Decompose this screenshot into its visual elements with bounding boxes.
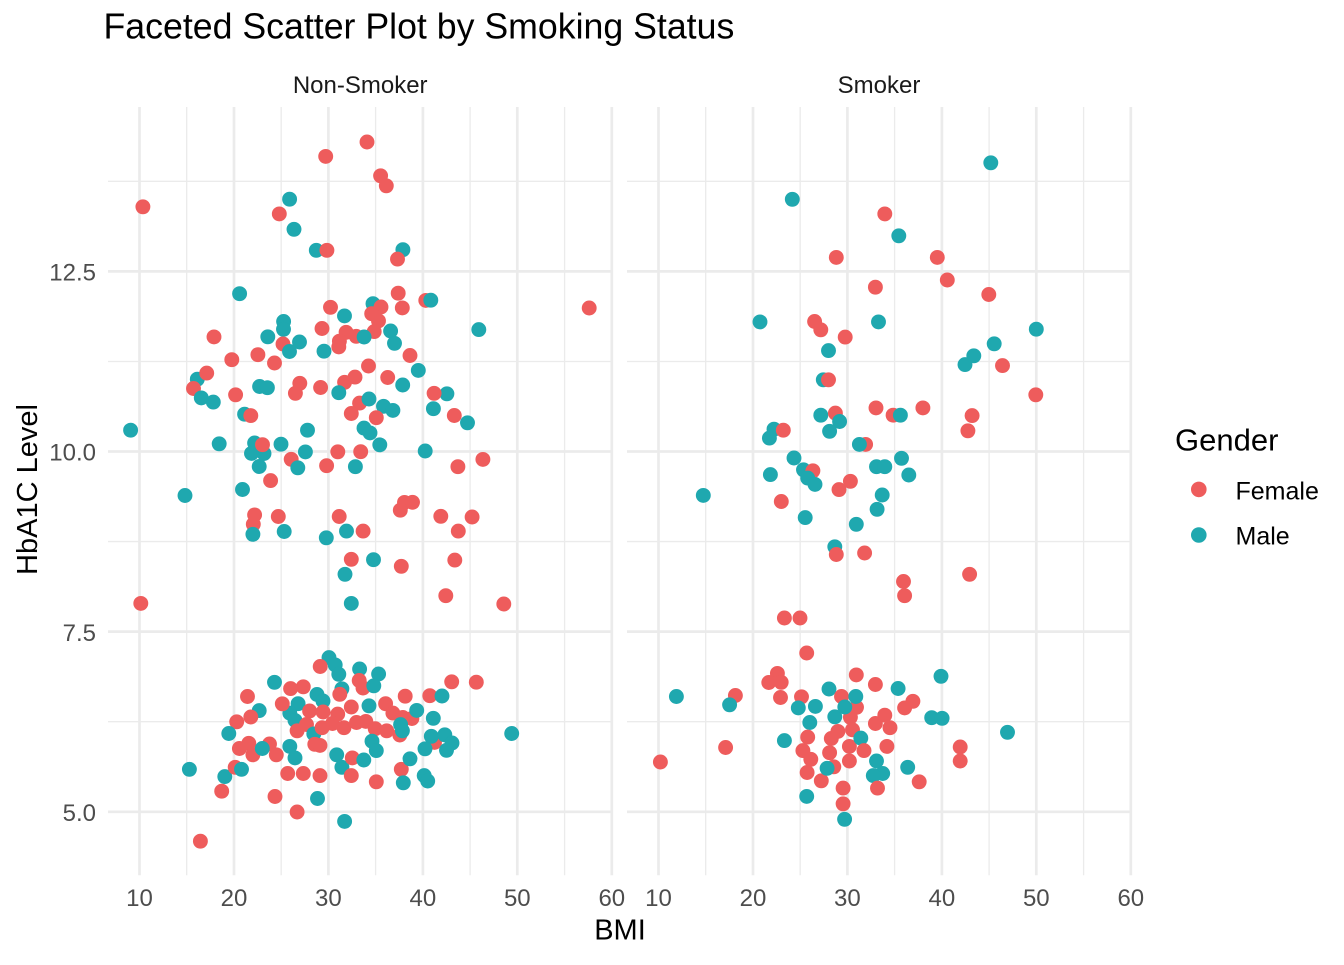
svg-text:10.0: 10.0 bbox=[49, 440, 96, 467]
svg-text:20: 20 bbox=[221, 885, 248, 912]
svg-text:Female: Female bbox=[1236, 477, 1319, 505]
svg-text:30: 30 bbox=[315, 885, 342, 912]
svg-text:Faceted Scatter Plot by Smokin: Faceted Scatter Plot by Smoking Status bbox=[104, 7, 735, 47]
svg-text:7.5: 7.5 bbox=[63, 620, 96, 647]
svg-text:20: 20 bbox=[740, 885, 767, 912]
svg-text:50: 50 bbox=[1023, 885, 1050, 912]
svg-text:Male: Male bbox=[1236, 523, 1290, 551]
svg-text:10: 10 bbox=[126, 885, 153, 912]
svg-text:60: 60 bbox=[1117, 885, 1144, 912]
svg-text:40: 40 bbox=[410, 885, 437, 912]
svg-text:50: 50 bbox=[504, 885, 531, 912]
svg-text:12.5: 12.5 bbox=[49, 260, 96, 287]
svg-text:Non-Smoker: Non-Smoker bbox=[293, 72, 428, 99]
svg-text:30: 30 bbox=[834, 885, 861, 912]
svg-text:5.0: 5.0 bbox=[63, 800, 96, 827]
svg-text:60: 60 bbox=[598, 885, 625, 912]
svg-text:Gender: Gender bbox=[1175, 423, 1278, 458]
svg-text:BMI: BMI bbox=[594, 915, 646, 947]
svg-text:HbA1C Level: HbA1C Level bbox=[12, 404, 44, 575]
svg-text:40: 40 bbox=[929, 885, 956, 912]
svg-text:Smoker: Smoker bbox=[838, 72, 921, 99]
svg-text:10: 10 bbox=[645, 885, 672, 912]
